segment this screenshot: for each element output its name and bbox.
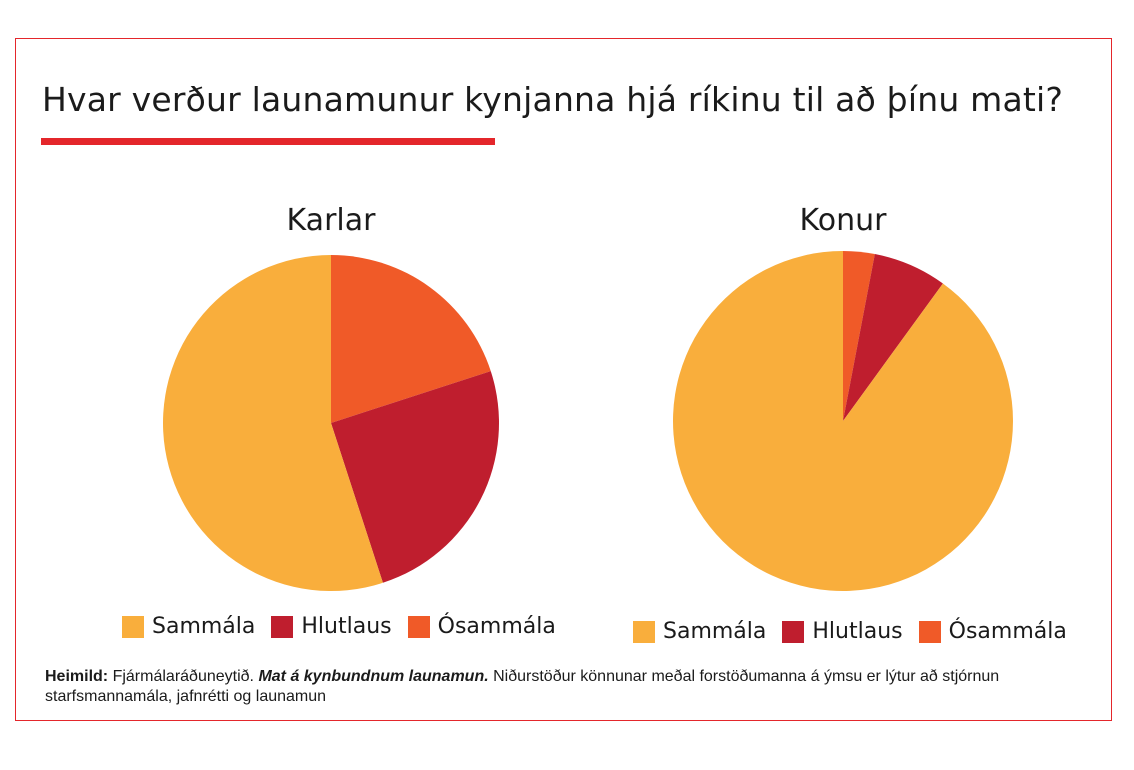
figure-title: Hvar verður launamunur kynjanna hjá ríki… bbox=[42, 80, 1064, 119]
source-note: Heimild: Fjármálaráðuneytið. Mat á kynbu… bbox=[45, 667, 1095, 707]
legend-swatch bbox=[782, 620, 805, 643]
legend-item-hlutlaus: Hlutlaus bbox=[782, 619, 903, 644]
legend-label: Hlutlaus bbox=[301, 614, 392, 639]
pie-slice-osammala bbox=[843, 251, 875, 421]
title-underline bbox=[41, 138, 495, 145]
legend-item-hlutlaus: Hlutlaus bbox=[271, 614, 392, 639]
pie-slice-sammala bbox=[163, 255, 383, 591]
legend-konur: Sammála Hlutlaus Ósammála bbox=[633, 619, 1083, 644]
chart-title-konur: Konur bbox=[799, 203, 887, 238]
pie-slice-hlutlaus bbox=[331, 371, 499, 583]
legend-swatch bbox=[633, 620, 655, 643]
legend-label: Hlutlaus bbox=[812, 619, 903, 644]
pie-chart-konur bbox=[673, 251, 1013, 591]
legend-item-sammala: Sammála bbox=[122, 614, 255, 639]
pie-chart-karlar bbox=[163, 255, 499, 591]
source-work: Mat á kynbundnum launamun. bbox=[258, 668, 489, 685]
legend-item-osammala: Ósammála bbox=[407, 614, 556, 639]
pie-slice-osammala bbox=[331, 255, 491, 423]
source-publisher: Fjármálaráðuneytið. bbox=[112, 668, 254, 685]
pie-slice-sammala bbox=[673, 251, 1013, 591]
legend-item-sammala: Sammála bbox=[633, 619, 766, 644]
figure-frame bbox=[15, 38, 1112, 721]
legend-karlar: Sammála Hlutlaus Ósammála bbox=[122, 614, 572, 639]
chart-title-karlar: Karlar bbox=[286, 203, 376, 238]
source-label: Heimild: bbox=[45, 668, 109, 685]
legend-label: Ósammála bbox=[948, 619, 1067, 644]
legend-swatch bbox=[918, 620, 941, 643]
legend-swatch bbox=[122, 615, 144, 638]
pie-slice-hlutlaus bbox=[843, 254, 943, 421]
legend-label: Sammála bbox=[152, 614, 256, 639]
legend-swatch bbox=[271, 615, 294, 638]
legend-label: Sammála bbox=[663, 619, 767, 644]
legend-swatch bbox=[407, 615, 430, 638]
legend-label: Ósammála bbox=[437, 614, 556, 639]
source-description: Niðurstöður könnunar meðal forstöðumanna… bbox=[45, 668, 1000, 705]
legend-item-osammala: Ósammála bbox=[918, 619, 1067, 644]
